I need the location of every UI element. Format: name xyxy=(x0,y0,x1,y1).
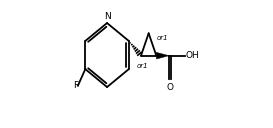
Text: F: F xyxy=(73,81,78,90)
Text: OH: OH xyxy=(185,51,199,60)
Polygon shape xyxy=(156,52,169,59)
Text: N: N xyxy=(104,12,111,21)
Text: or1: or1 xyxy=(137,63,149,69)
Text: or1: or1 xyxy=(157,35,168,41)
Text: O: O xyxy=(167,83,174,92)
